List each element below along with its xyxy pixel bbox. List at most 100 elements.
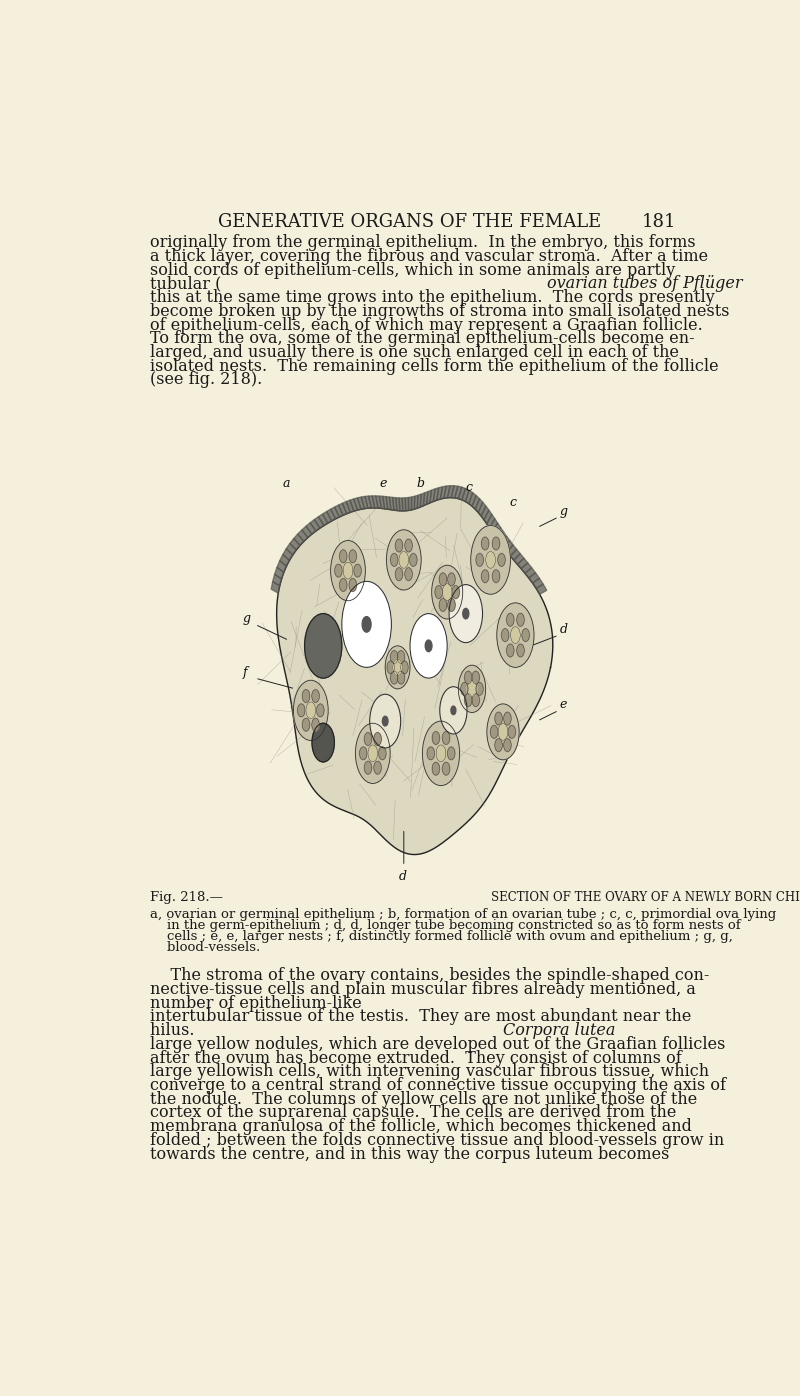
Circle shape: [467, 680, 477, 697]
Polygon shape: [322, 511, 332, 524]
Circle shape: [510, 627, 520, 644]
Text: e: e: [379, 477, 386, 490]
Polygon shape: [372, 496, 378, 508]
Text: larged, and usually there is one such enlarged cell in each of the: larged, and usually there is one such en…: [150, 343, 678, 362]
Polygon shape: [277, 497, 553, 854]
Circle shape: [506, 644, 514, 658]
Circle shape: [343, 563, 353, 579]
FancyBboxPatch shape: [181, 458, 639, 871]
Polygon shape: [280, 554, 290, 567]
Text: number of epithelium-like: number of epithelium-like: [150, 994, 366, 1012]
Circle shape: [398, 671, 405, 684]
Circle shape: [447, 747, 455, 759]
Circle shape: [504, 712, 511, 725]
Polygon shape: [365, 496, 371, 508]
Polygon shape: [379, 496, 385, 508]
Polygon shape: [382, 497, 388, 510]
Circle shape: [302, 718, 310, 732]
Polygon shape: [286, 543, 296, 556]
Polygon shape: [342, 501, 350, 514]
Circle shape: [339, 578, 347, 592]
Polygon shape: [434, 487, 438, 501]
Text: intertubular tissue of the testis.  They are most abundant near the: intertubular tissue of the testis. They …: [150, 1008, 691, 1026]
Circle shape: [393, 659, 402, 676]
Circle shape: [449, 585, 482, 642]
Text: in the germ-epithelium ; d, d, longer tube becoming constricted so as to form ne: in the germ-epithelium ; d, d, longer tu…: [150, 919, 740, 931]
Circle shape: [522, 628, 530, 642]
Text: b: b: [416, 477, 424, 490]
Polygon shape: [369, 496, 374, 508]
Circle shape: [427, 747, 434, 759]
Polygon shape: [514, 554, 524, 564]
Polygon shape: [430, 489, 435, 503]
Circle shape: [448, 599, 455, 611]
Polygon shape: [451, 486, 458, 498]
Text: the nodule.  The columns of yellow cells are not unlike those of the: the nodule. The columns of yellow cells …: [150, 1090, 697, 1107]
Circle shape: [498, 723, 508, 740]
Circle shape: [298, 704, 305, 716]
Polygon shape: [440, 486, 446, 500]
Polygon shape: [533, 578, 543, 589]
Text: this at the same time grows into the epithelium.  The cords presently: this at the same time grows into the epi…: [150, 289, 714, 306]
Circle shape: [305, 614, 342, 678]
Polygon shape: [501, 536, 510, 549]
Circle shape: [306, 702, 316, 719]
Circle shape: [390, 651, 398, 663]
Circle shape: [405, 568, 412, 581]
Circle shape: [495, 738, 502, 751]
Circle shape: [435, 586, 442, 599]
Text: solid cords of epithelium-cells, which in some animals are partly: solid cords of epithelium-cells, which i…: [150, 261, 675, 279]
Circle shape: [476, 683, 483, 695]
Circle shape: [432, 762, 440, 775]
Circle shape: [312, 690, 319, 702]
Polygon shape: [406, 497, 409, 511]
Polygon shape: [334, 505, 343, 517]
Text: e: e: [559, 698, 566, 711]
Circle shape: [374, 761, 382, 775]
Circle shape: [405, 539, 412, 551]
Polygon shape: [326, 510, 335, 521]
Polygon shape: [393, 497, 397, 511]
Polygon shape: [409, 497, 411, 511]
Text: after the ovum has become extruded.  They consist of columns of: after the ovum has become extruded. They…: [150, 1050, 682, 1067]
Circle shape: [364, 733, 372, 745]
Text: f: f: [242, 666, 247, 678]
Circle shape: [465, 671, 472, 684]
Polygon shape: [525, 568, 535, 578]
Polygon shape: [273, 574, 282, 586]
Circle shape: [395, 568, 402, 581]
Polygon shape: [306, 522, 316, 535]
Circle shape: [334, 564, 342, 577]
Circle shape: [362, 617, 371, 632]
Circle shape: [442, 584, 452, 600]
Circle shape: [486, 551, 495, 568]
Text: c: c: [466, 482, 473, 494]
Polygon shape: [475, 498, 482, 512]
Text: isolated nests.  The remaining cells form the epithelium of the follicle: isolated nests. The remaining cells form…: [150, 357, 718, 374]
Text: large yellowish cells, with intervening vascular fibrous tissue, which: large yellowish cells, with intervening …: [150, 1064, 709, 1081]
Circle shape: [461, 683, 468, 695]
Polygon shape: [472, 496, 479, 510]
Polygon shape: [518, 558, 528, 568]
Polygon shape: [462, 489, 469, 501]
Circle shape: [495, 712, 502, 725]
Text: ovarian tubes of Pflüger: ovarian tubes of Pflüger: [547, 275, 743, 292]
Circle shape: [492, 537, 500, 550]
Polygon shape: [478, 503, 486, 517]
Text: To form the ova, some of the germinal epithelium-cells become en-: To form the ova, some of the germinal ep…: [150, 331, 694, 348]
Text: g: g: [559, 505, 567, 518]
Circle shape: [432, 732, 440, 744]
Circle shape: [490, 726, 498, 738]
Circle shape: [508, 726, 515, 738]
Circle shape: [442, 732, 450, 744]
Circle shape: [498, 553, 506, 567]
Polygon shape: [310, 519, 320, 530]
Circle shape: [317, 704, 324, 716]
Circle shape: [432, 565, 462, 618]
Circle shape: [382, 716, 388, 726]
Text: blood-vessels.: blood-vessels.: [150, 941, 260, 953]
Polygon shape: [466, 490, 473, 504]
Circle shape: [330, 540, 366, 600]
Text: g: g: [242, 613, 250, 625]
Circle shape: [451, 706, 456, 715]
